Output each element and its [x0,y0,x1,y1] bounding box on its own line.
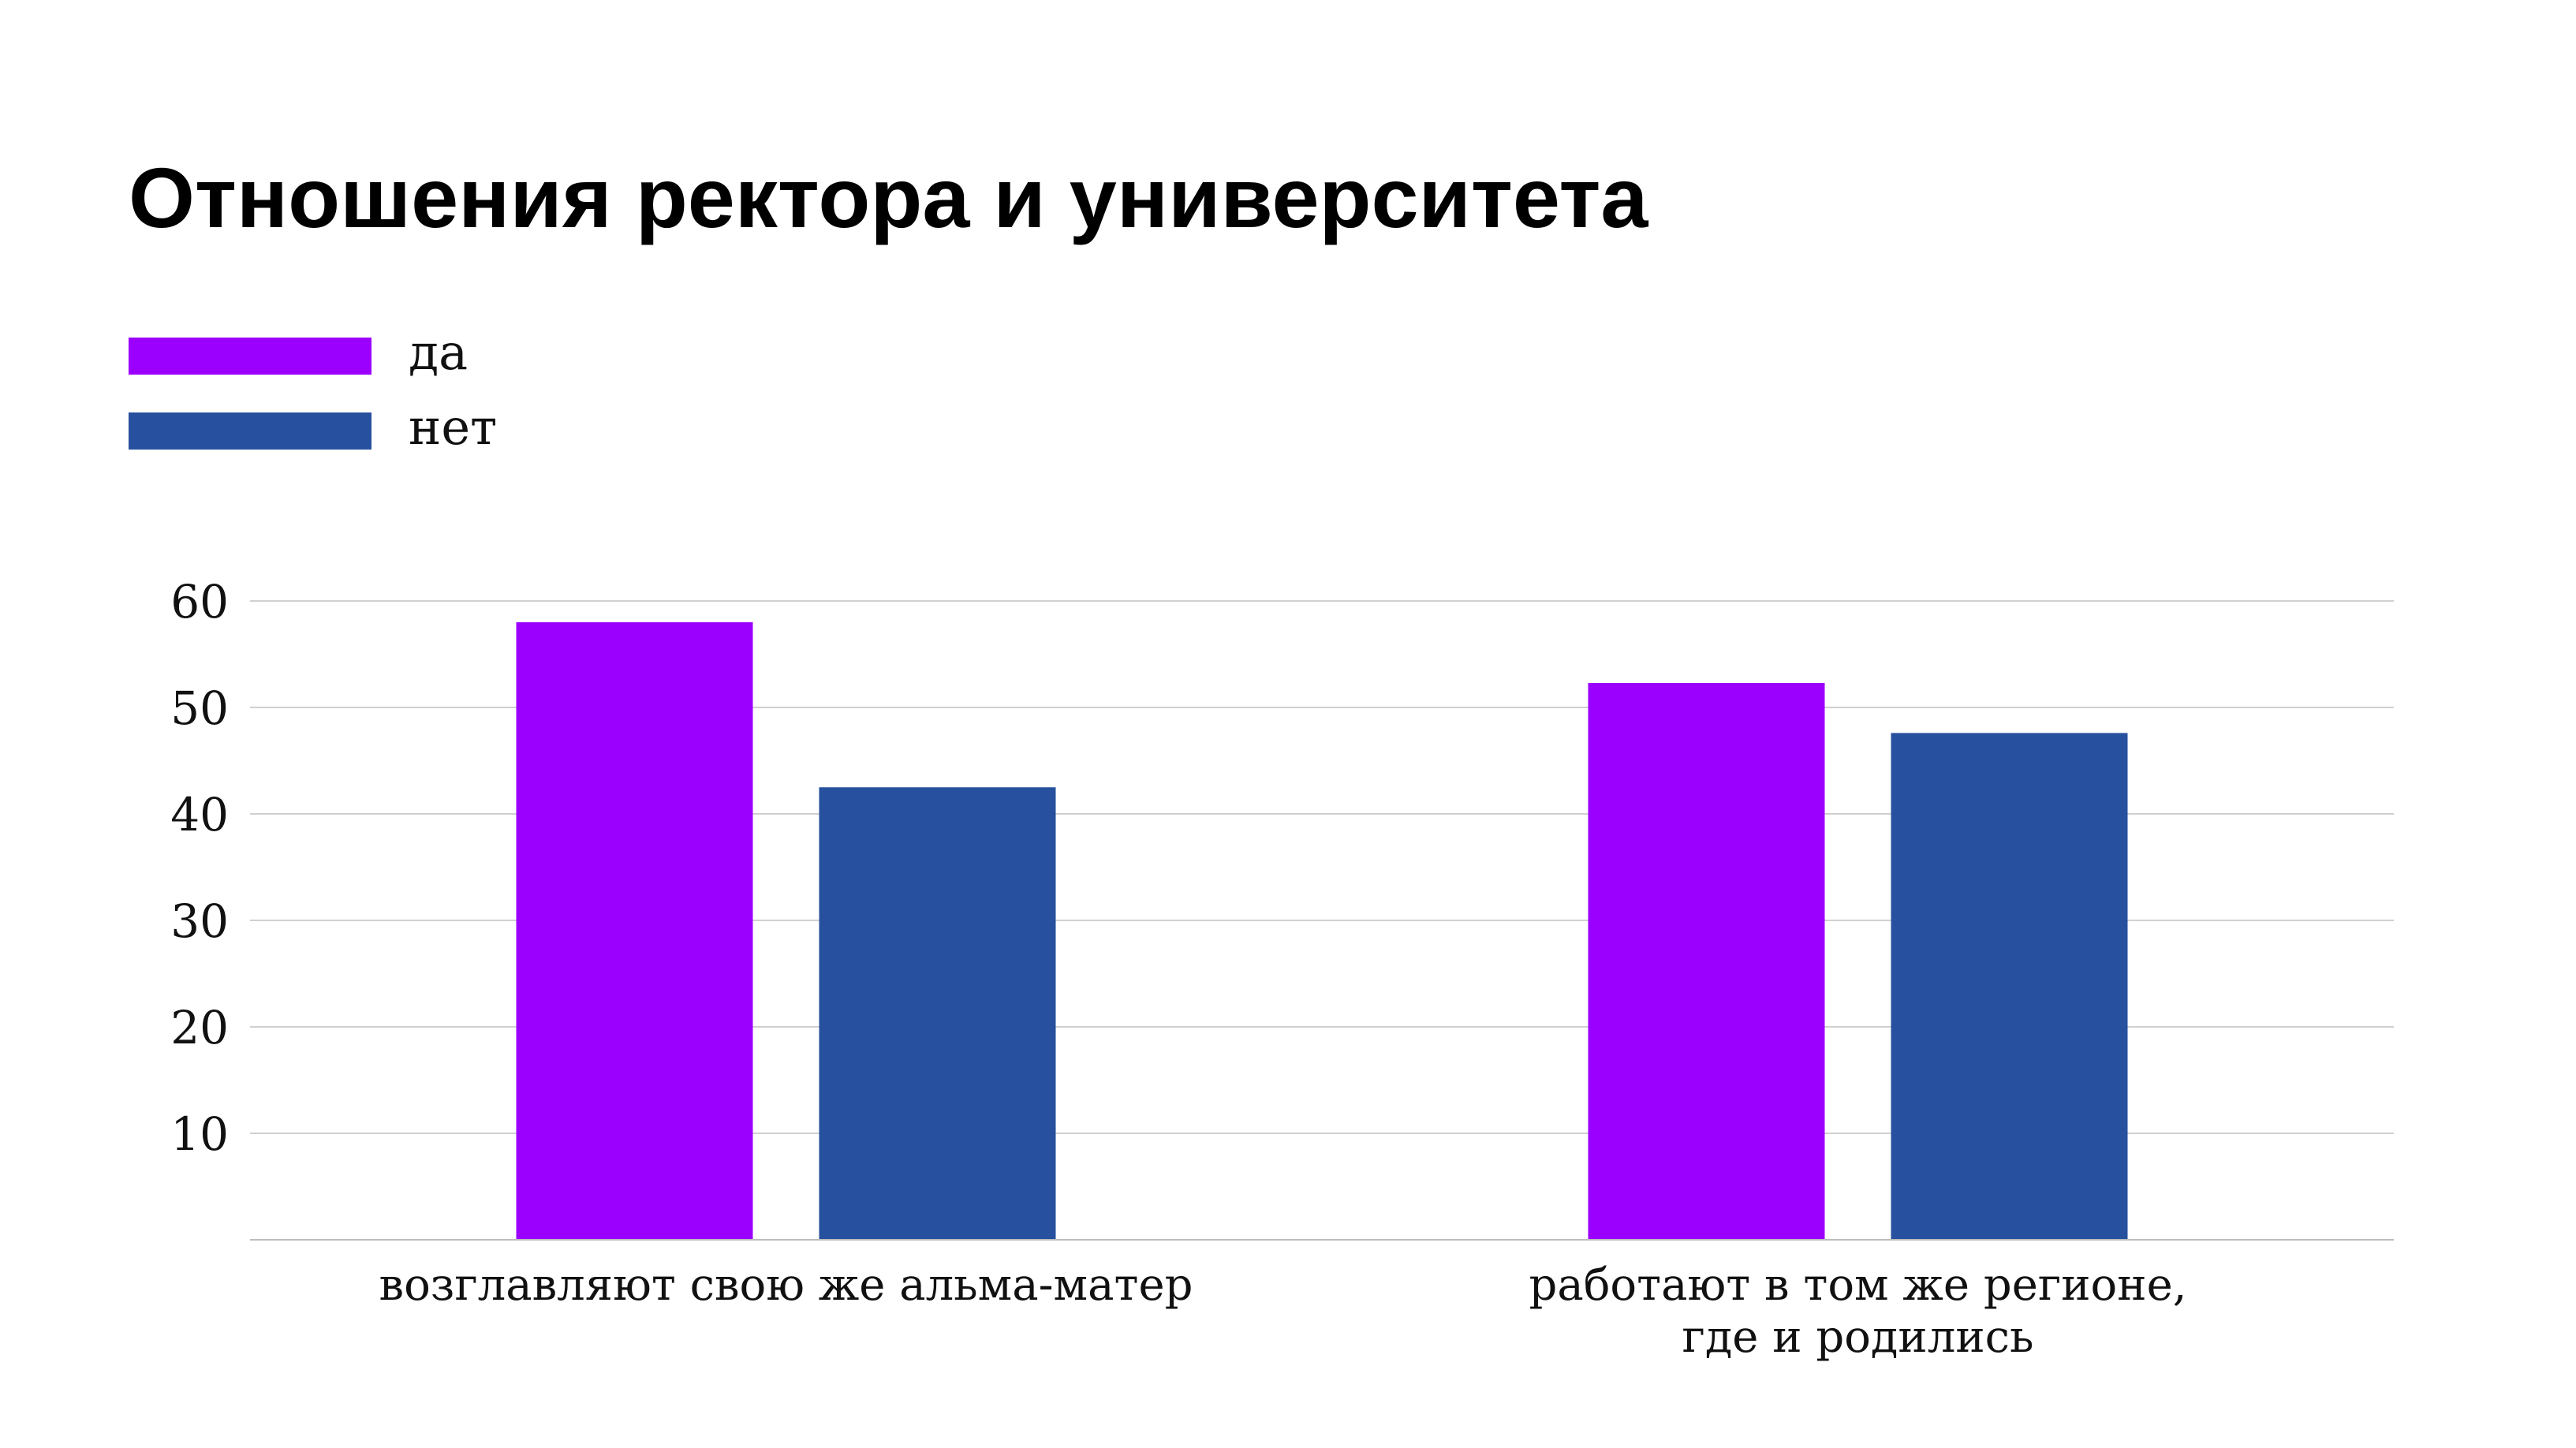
y-tick-label-40: 40 [170,788,229,842]
legend: да нет [129,323,497,456]
legend-swatch-1 [129,338,371,375]
x-axis-category-labels: возглавляют свою же альма-матер работают … [379,1260,2187,1363]
x-category-label-2-line-2: где и родились [1682,1312,2033,1363]
y-axis-tick-labels: 10 20 30 40 50 60 [170,575,229,1161]
x-category-label-1-line-1: возглавляют свою же альма-матер [379,1260,1193,1311]
bar-2-2 [1891,733,2128,1240]
y-tick-label-60: 60 [170,575,229,629]
y-tick-label-20: 20 [170,1001,229,1054]
chart-title: Отношения ректора и университета [129,150,1648,245]
bar-1-2 [819,787,1056,1240]
x-category-label-2-line-1: работают в том же регионе, [1529,1260,2186,1311]
legend-label-1: да [409,323,468,381]
y-tick-label-50: 50 [170,681,229,735]
bars [516,622,2128,1240]
bar-2-1 [1588,682,1825,1240]
y-tick-label-10: 10 [170,1107,229,1161]
legend-swatch-2 [129,412,371,450]
y-tick-label-30: 30 [170,894,229,948]
bar-1-1 [516,622,753,1240]
legend-label-2: нет [409,398,497,456]
